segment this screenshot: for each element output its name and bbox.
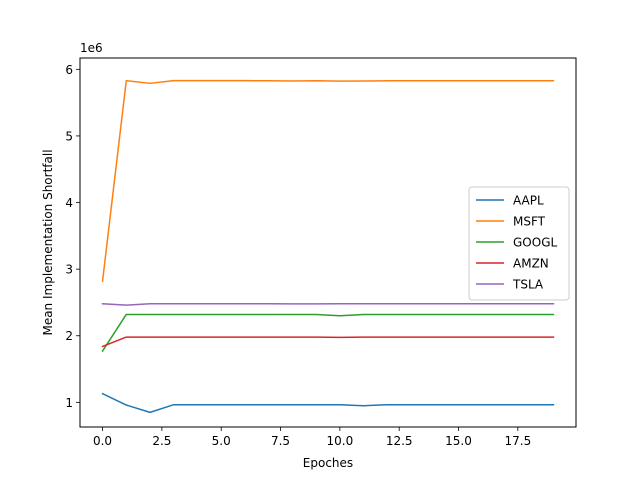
- legend: AAPL MSFT GOOGL AMZN TSLA: [468, 186, 570, 301]
- x-tick-label: 15.0: [445, 434, 472, 448]
- series-layer: [101, 79, 555, 414]
- legend-box: [468, 186, 570, 301]
- legend-label: GOOGL: [513, 236, 557, 250]
- y-tick-label: 2: [65, 329, 73, 343]
- series-line-tsla: [101, 302, 555, 306]
- x-tick-label: 10.0: [327, 434, 354, 448]
- series-line-msft: [101, 79, 555, 282]
- legend-label: TSLA: [512, 278, 544, 292]
- series-line-amzn: [101, 336, 555, 348]
- x-tick-label: 0.0: [93, 434, 112, 448]
- legend-label: AMZN: [513, 257, 549, 271]
- x-axis-label: Epoches: [303, 456, 353, 470]
- x-tick-label: 5.0: [212, 434, 231, 448]
- y-axis: 1 2 3 4 5 6: [65, 63, 80, 410]
- series-line-aapl: [101, 392, 555, 414]
- y-tick-label: 5: [65, 129, 73, 143]
- x-tick-label: 2.5: [152, 434, 171, 448]
- y-tick-label: 4: [65, 196, 73, 210]
- plot-frame: [79, 57, 577, 428]
- legend-label: AAPL: [513, 194, 544, 208]
- y-offset-label: 1e6: [80, 41, 103, 55]
- y-axis-label: Mean Implementation Shortfall: [41, 149, 55, 335]
- y-tick-label: 6: [65, 63, 73, 77]
- x-axis: 0.0 2.5 5.0 7.5 10.0 12.5 15.0 17.5: [93, 427, 531, 448]
- series-line-googl: [101, 313, 555, 353]
- legend-label: MSFT: [513, 215, 546, 229]
- x-tick-label: 7.5: [271, 434, 290, 448]
- x-tick-label: 17.5: [504, 434, 531, 448]
- x-tick-label: 12.5: [386, 434, 413, 448]
- y-tick-label: 1: [65, 396, 73, 410]
- y-tick-label: 3: [65, 263, 73, 277]
